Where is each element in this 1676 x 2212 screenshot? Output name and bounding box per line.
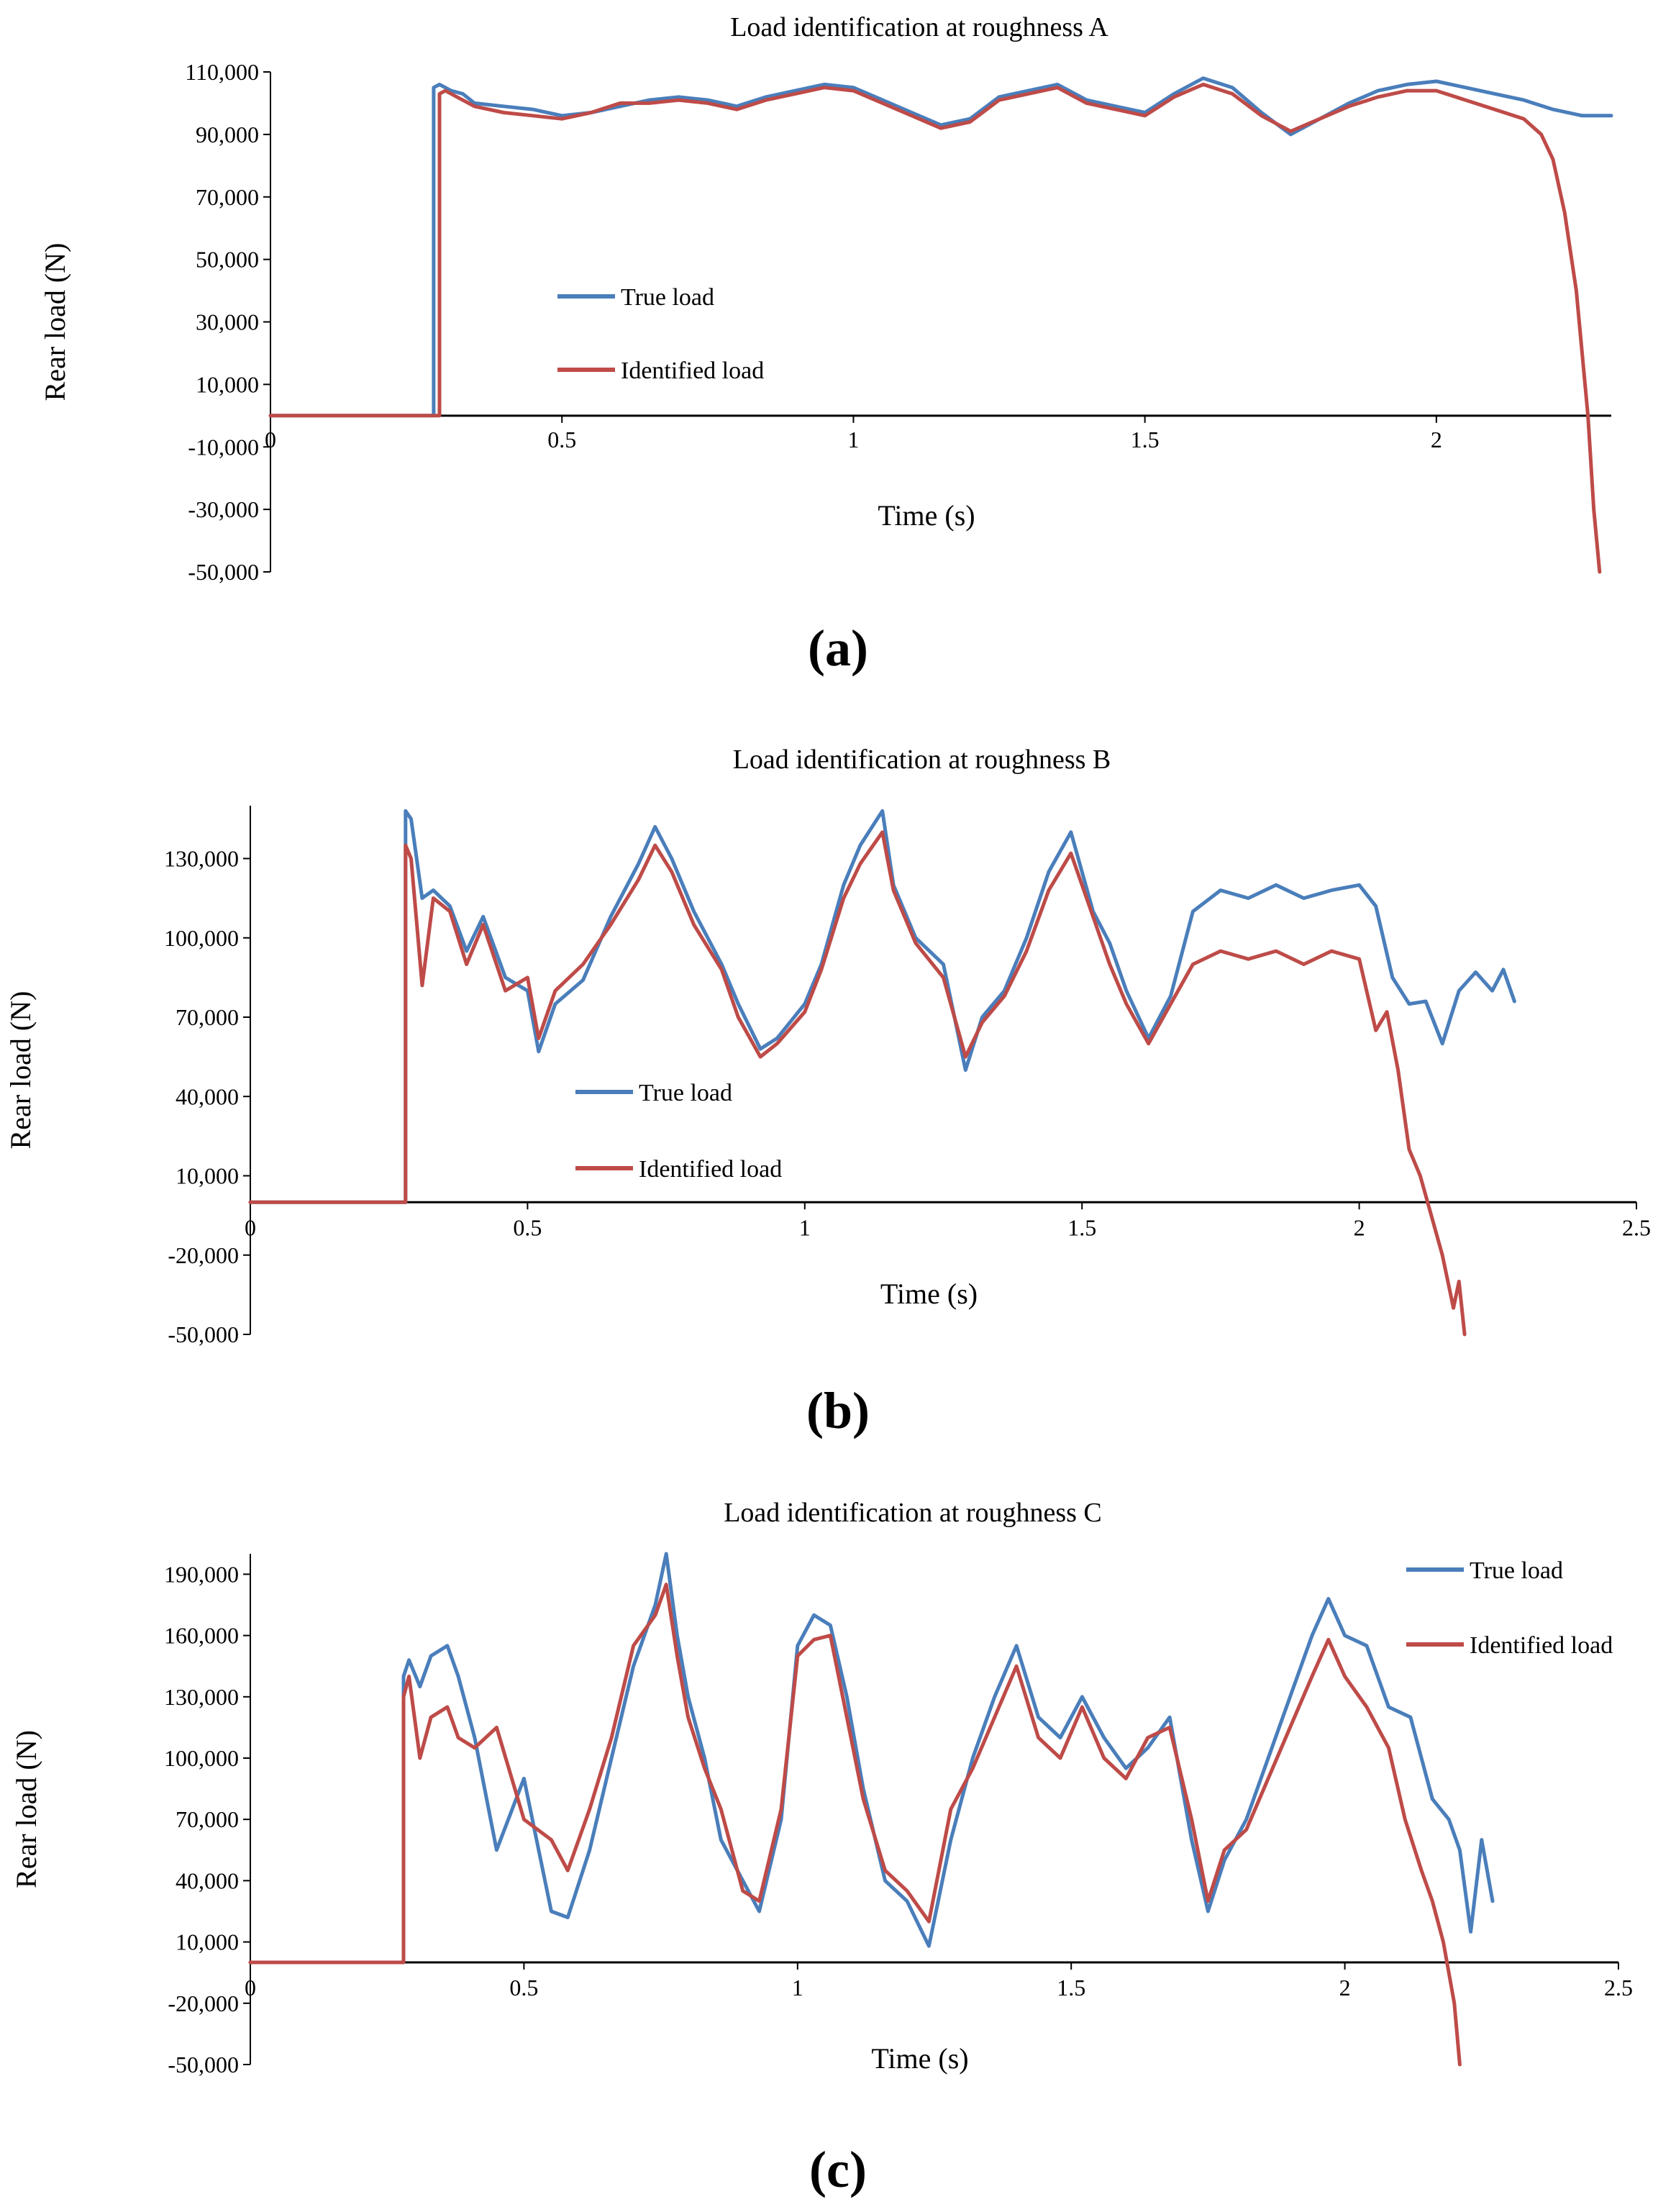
- chart1-x-tick-label: 2: [1354, 1214, 1365, 1240]
- chart2-y-axis-title: Rear load (N): [10, 1730, 42, 1888]
- chart2-legend-label-true-load: True load: [1470, 1557, 1563, 1584]
- chart0-x-tick-label: 0: [265, 427, 276, 452]
- chart1-x-tick-label: 1.5: [1067, 1214, 1096, 1240]
- chart2-title: Load identification at roughness C: [724, 1498, 1102, 1528]
- chart2-y-tick-label: -50,000: [168, 2052, 239, 2077]
- chart2-series-line-true-load: [248, 1552, 1495, 1965]
- chart0-legend-label-identified-load: Identified load: [621, 358, 764, 384]
- chart2-y-tick-label: 70,000: [176, 1806, 239, 1832]
- chart1-x-tick-label: 1: [799, 1214, 811, 1240]
- chart0-y-tick-label: 90,000: [196, 122, 259, 147]
- chart0-x-tick-label: 1.5: [1131, 427, 1160, 452]
- chart1-x-axis-title: Time (s): [880, 1278, 978, 1310]
- chart2-x-tick-label: 1: [792, 1975, 803, 2001]
- chart0-y-tick-label: 70,000: [196, 184, 259, 210]
- chart1-x-tick-label: 0.5: [513, 1214, 542, 1240]
- chart0-title: Load identification at roughness A: [730, 12, 1108, 42]
- chart2-x-axis-title: Time (s): [871, 2042, 968, 2075]
- chart0-x-tick-label: 1: [847, 427, 859, 452]
- chart0-y-tick-label: 10,000: [196, 371, 259, 397]
- chart1-series-line-true-load: [248, 809, 1516, 1204]
- chart0-x-axis-title: Time (s): [878, 499, 975, 532]
- chart1-legend-label-true-load: True load: [639, 1080, 732, 1106]
- chart0-x-tick-label: 2: [1431, 427, 1442, 452]
- chart2-y-tick-label: 130,000: [164, 1684, 239, 1710]
- chart1-title: Load identification at roughness B: [733, 745, 1111, 775]
- chart2-x-tick-label: 1.5: [1057, 1975, 1085, 2001]
- chart2-x-tick-label: 2.5: [1604, 1975, 1633, 2001]
- chart2-x-tick-label: 2: [1339, 1975, 1351, 2001]
- chart2-y-tick-label: 190,000: [164, 1561, 239, 1587]
- chart2-x-tick-label: 0: [245, 1975, 256, 2001]
- chart1-series-line-identified-load: [248, 830, 1467, 1337]
- chart0-y-tick-label: -30,000: [188, 496, 259, 522]
- chart1-x-tick-label: 2.5: [1622, 1214, 1651, 1240]
- chart2-y-tick-label: 10,000: [176, 1929, 239, 1955]
- chart1-legend-label-identified-load: Identified load: [639, 1156, 782, 1183]
- chart0-y-tick-label: 110,000: [185, 59, 259, 85]
- chart2-y-tick-label: 40,000: [176, 1867, 239, 1893]
- chart2-y-tick-label: -20,000: [168, 1990, 239, 2016]
- chart1-y-tick-label: 40,000: [176, 1083, 239, 1109]
- chart2-series-line-identified-load: [248, 1583, 1462, 2067]
- panel-label-b: (b): [806, 1382, 870, 1439]
- chart1-y-axis-title: Rear load (N): [4, 991, 37, 1150]
- chart1-y-tick-label: -20,000: [168, 1242, 239, 1268]
- chart0-y-tick-label: -10,000: [188, 434, 259, 460]
- chart1-y-tick-label: 100,000: [164, 925, 239, 951]
- chart0-y-tick-label: -50,000: [188, 559, 259, 585]
- chart1-y-tick-label: 130,000: [164, 846, 239, 872]
- chart0-legend-label-true-load: True load: [621, 284, 714, 311]
- chart0-y-tick-label: 50,000: [196, 247, 259, 273]
- chart2-y-tick-label: 100,000: [164, 1745, 239, 1771]
- panel-label-a: (a): [808, 619, 868, 677]
- chart0-y-tick-label: 30,000: [196, 309, 259, 335]
- chart0-series-line-identified-load: [268, 82, 1602, 574]
- chart0-x-tick-label: 0.5: [547, 427, 576, 452]
- chart1-x-tick-label: 0: [245, 1214, 256, 1240]
- chart2-legend-label-identified-load: Identified load: [1470, 1632, 1613, 1659]
- panel-label-c: (c): [809, 2141, 867, 2198]
- chart0-series-line-true-load: [268, 76, 1613, 418]
- chart2-x-tick-label: 0.5: [509, 1975, 538, 2001]
- chart1-y-tick-label: 70,000: [176, 1004, 239, 1030]
- chart0-y-axis-title: Rear load (N): [39, 243, 71, 401]
- chart2-y-tick-label: 160,000: [164, 1623, 239, 1649]
- chart1-y-tick-label: 10,000: [176, 1163, 239, 1189]
- chart1-y-tick-label: -50,000: [168, 1321, 239, 1347]
